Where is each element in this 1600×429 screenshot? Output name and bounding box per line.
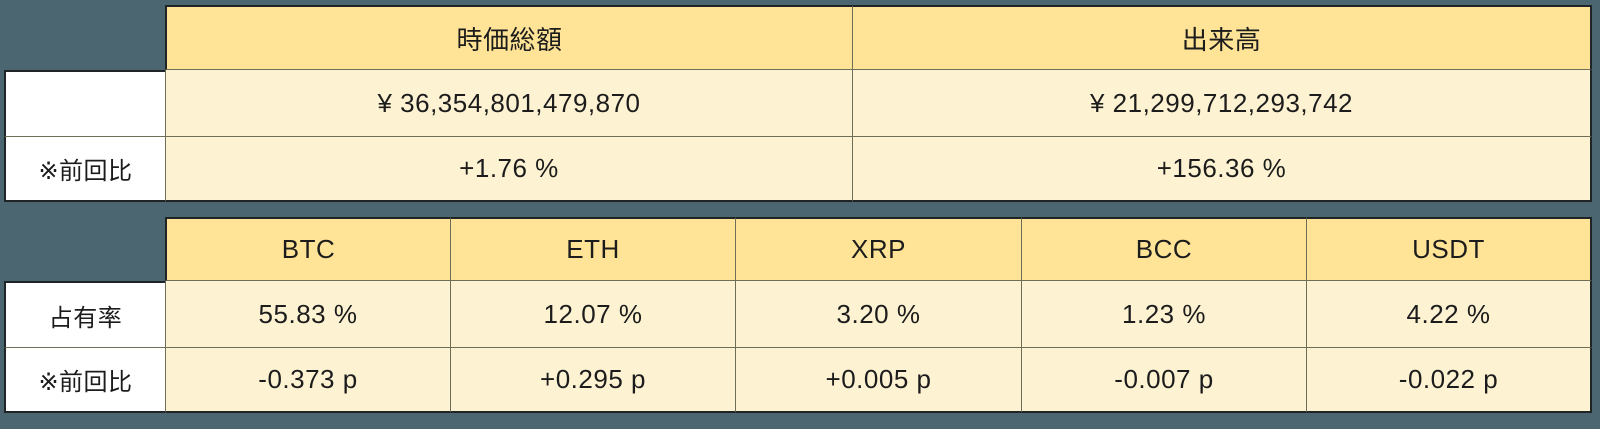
dominance-table: BTC ETH XRP BCC USDT 占有率 55.83 % 12.07 %…: [4, 217, 1592, 413]
volume-change: +156.36 %: [852, 136, 1592, 202]
market-cap-value: ¥ 36,354,801,479,870: [165, 70, 852, 136]
row-label-vs-previous: ※前回比: [4, 136, 165, 202]
change-eth: +0.295 p: [450, 347, 735, 413]
row-label-vs-previous: ※前回比: [4, 347, 165, 413]
share-btc: 55.83 %: [165, 281, 450, 347]
header-usdt: USDT: [1306, 217, 1592, 281]
header-btc: BTC: [165, 217, 450, 281]
header-bcc: BCC: [1021, 217, 1306, 281]
header-market-cap: 時価総額: [165, 5, 852, 70]
corner-spacer: [4, 5, 165, 70]
share-eth: 12.07 %: [450, 281, 735, 347]
header-volume: 出来高: [852, 5, 1592, 70]
row-label-current: [4, 70, 165, 136]
header-eth: ETH: [450, 217, 735, 281]
change-btc: -0.373 p: [165, 347, 450, 413]
change-usdt: -0.022 p: [1306, 347, 1592, 413]
share-usdt: 4.22 %: [1306, 281, 1592, 347]
change-xrp: +0.005 p: [735, 347, 1021, 413]
market-summary-table: 時価総額 出来高 ¥ 36,354,801,479,870 ¥ 21,299,7…: [4, 5, 1592, 202]
corner-spacer: [4, 217, 165, 281]
row-label-share: 占有率: [4, 281, 165, 347]
share-bcc: 1.23 %: [1021, 281, 1306, 347]
header-xrp: XRP: [735, 217, 1021, 281]
market-cap-change: +1.76 %: [165, 136, 852, 202]
volume-value: ¥ 21,299,712,293,742: [852, 70, 1592, 136]
share-xrp: 3.20 %: [735, 281, 1021, 347]
change-bcc: -0.007 p: [1021, 347, 1306, 413]
